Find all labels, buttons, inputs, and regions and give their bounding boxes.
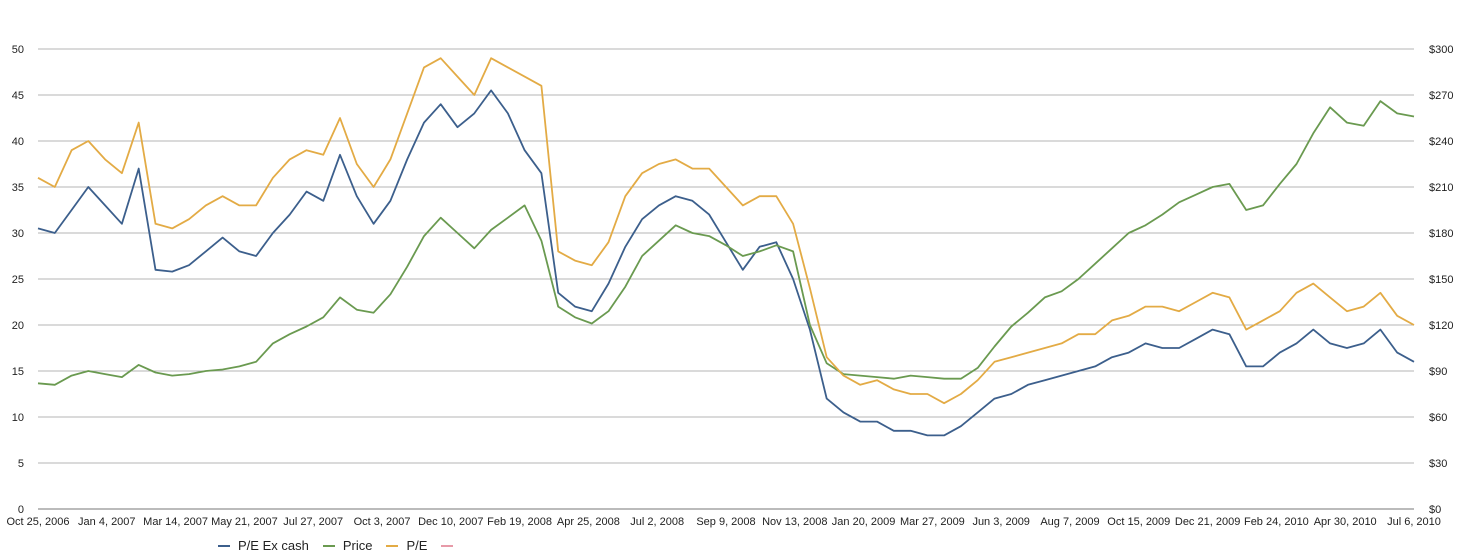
gridlines: [38, 48, 1414, 510]
x-tick-label: Sep 9, 2008: [696, 516, 755, 528]
y-tick-label-right: $60: [1429, 412, 1447, 424]
x-tick-label: Jun 3, 2009: [972, 516, 1030, 528]
x-tick-label: Jul 2, 2008: [630, 516, 684, 528]
y-tick-label-right: $180: [1429, 228, 1453, 240]
y-tick-label: 5: [18, 458, 24, 470]
y-tick-label-right: $0: [1429, 504, 1441, 516]
x-tick-label: Nov 13, 2008: [762, 516, 827, 528]
y-tick-label: 30: [12, 228, 24, 240]
y-axis-left: 0 5 10 15 20 25 30 35 40 45 50: [12, 44, 24, 516]
x-tick-label: Feb 19, 2008: [487, 516, 552, 528]
x-tick-label: Apr 25, 2008: [557, 516, 620, 528]
y-tick-label: 10: [12, 412, 24, 424]
y-tick-label: 50: [12, 44, 24, 56]
x-tick-label: Feb 24, 2010: [1244, 516, 1309, 528]
legend: P/E Ex cash Price P/E: [218, 538, 475, 553]
y-tick-label-right: $150: [1429, 274, 1453, 286]
x-tick-label: Oct 15, 2009: [1107, 516, 1170, 528]
x-tick-label: May 21, 2007: [211, 516, 278, 528]
y-tick-label-right: $30: [1429, 458, 1447, 470]
series-lines: [37, 57, 1415, 437]
y-tick-label-right: $210: [1429, 182, 1453, 194]
series-line-p-e-ex-cash: [37, 89, 1415, 437]
legend-swatch: [386, 544, 399, 547]
y-tick-label: 25: [12, 274, 24, 286]
x-tick-label: Mar 14, 2007: [143, 516, 208, 528]
y-tick-label-right: $240: [1429, 136, 1453, 148]
legend-label: P/E Ex cash: [238, 538, 309, 553]
y-tick-label: 0: [18, 504, 24, 516]
legend-item-price: Price: [322, 538, 373, 553]
legend-swatch: [322, 544, 335, 547]
x-tick-label: Jan 20, 2009: [832, 516, 896, 528]
x-axis: Oct 25, 2006 Jan 4, 2007 Mar 14, 2007 May 2…: [7, 516, 1441, 528]
x-tick-label: Jul 27, 2007: [283, 516, 343, 528]
legend-item-pe-ex-cash: P/E Ex cash: [218, 538, 309, 553]
legend-swatch: [441, 544, 454, 547]
y-tick-label-right: $300: [1429, 44, 1453, 56]
y-tick-label: 35: [12, 182, 24, 194]
legend-item-pe: P/E: [386, 538, 427, 553]
series-line-price: [37, 100, 1415, 386]
y-tick-label: 15: [12, 366, 24, 378]
x-tick-label: Oct 3, 2007: [354, 516, 411, 528]
legend-label: P/E: [406, 538, 428, 553]
legend-swatch: [218, 544, 230, 547]
x-tick-label: Dec 21, 2009: [1175, 516, 1240, 528]
x-tick-label: Mar 27, 2009: [900, 516, 965, 528]
y-tick-label: 45: [12, 90, 24, 102]
x-tick-label: Jul 6, 2010: [1387, 516, 1441, 528]
y-tick-label-right: $90: [1429, 366, 1447, 378]
x-tick-label: Aug 7, 2009: [1040, 516, 1099, 528]
x-tick-label: Apr 30, 2010: [1314, 516, 1377, 528]
legend-item-unnamed: [441, 544, 461, 547]
series-line-p-e: [37, 57, 1415, 405]
x-tick-label: Dec 10, 2007: [418, 516, 483, 528]
x-tick-label: Oct 25, 2006: [7, 516, 70, 528]
y-axis-right: $0 $30 $60 $90 $120 $150 $180 $210 $240 $270 $300: [1429, 44, 1453, 516]
y-tick-label: 20: [12, 320, 24, 332]
y-tick-label-right: $120: [1429, 320, 1453, 332]
y-tick-label-right: $270: [1429, 90, 1453, 102]
x-tick-label: Jan 4, 2007: [78, 516, 136, 528]
y-tick-label: 40: [12, 136, 24, 148]
legend-label: Price: [342, 538, 373, 553]
